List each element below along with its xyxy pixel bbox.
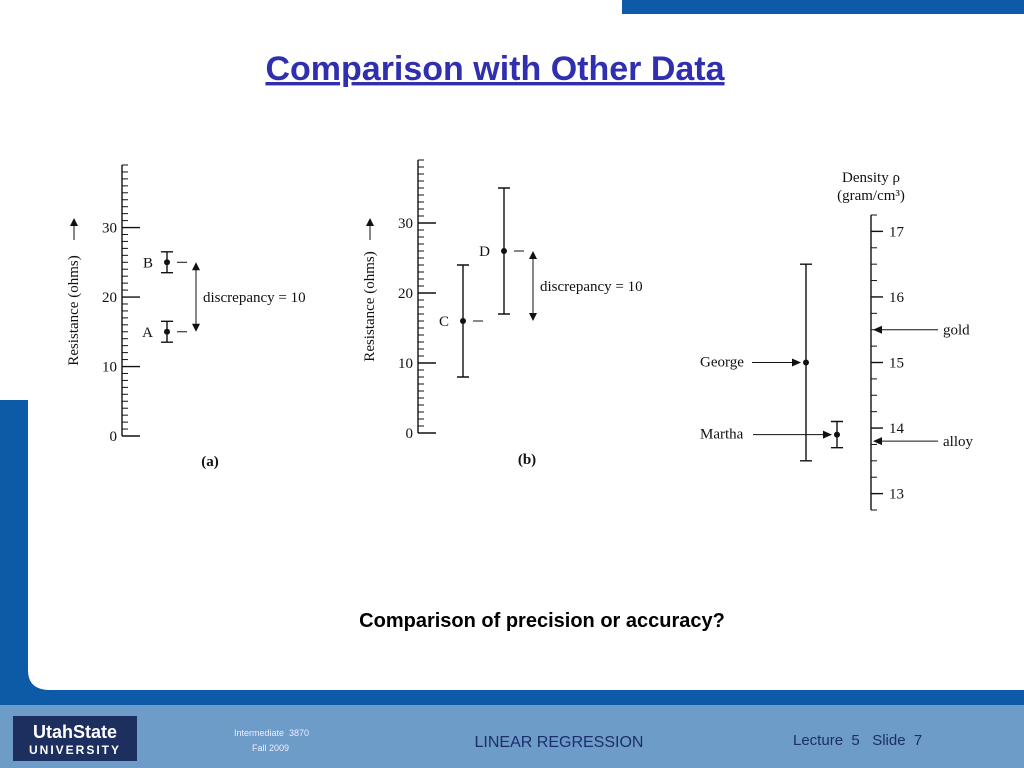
y-axis-label: (gram/cm³): [837, 188, 905, 204]
y-tick-label: 15: [889, 356, 904, 372]
y-tick-label: 0: [406, 426, 414, 442]
top-bar: [622, 0, 1024, 14]
y-tick-label: 30: [398, 216, 413, 232]
y-tick-label: 10: [398, 356, 413, 372]
point: [834, 431, 840, 438]
point: [460, 318, 466, 324]
arrow-head: [873, 325, 882, 334]
arrow-head: [192, 262, 200, 271]
y-tick-label: 16: [889, 290, 905, 306]
arrow-head: [529, 251, 537, 259]
y-tick-label: 13: [889, 487, 904, 503]
chart-label: (b): [518, 452, 536, 468]
chart-label: (a): [201, 454, 219, 470]
y-axis-label: Resistance (ohms): [66, 255, 82, 365]
arrow-head: [70, 218, 78, 226]
point: [164, 259, 170, 266]
y-tick-label: 0: [110, 429, 118, 445]
point-label: D: [479, 244, 490, 260]
point: [803, 359, 809, 366]
topic: LINEAR REGRESSION: [475, 734, 644, 751]
arrow-head: [792, 358, 801, 367]
arrow-head: [529, 313, 537, 321]
logo-bottom: UNIVERSITY: [29, 743, 121, 757]
point-label: A: [142, 325, 153, 341]
y-axis-label: Density ρ: [842, 170, 900, 186]
y-tick-label: 30: [102, 221, 117, 237]
course: Intermediate 3870: [234, 728, 309, 738]
y-tick-label: 17: [889, 224, 905, 240]
point-label: B: [143, 255, 153, 271]
point-label: George: [700, 355, 744, 371]
title: Comparison with Other Data: [265, 50, 725, 88]
arrow-head: [366, 218, 374, 226]
y-tick-label: 10: [102, 360, 117, 376]
y-tick-label: 20: [398, 286, 413, 302]
term: Fall 2009: [252, 743, 289, 753]
point-label: C: [439, 314, 449, 330]
point-label: Martha: [700, 427, 744, 443]
y-tick-label: 14: [889, 421, 905, 437]
y-axis-label: Resistance (ohms): [362, 251, 378, 361]
slide-number: Lecture 5 Slide 7: [793, 732, 922, 749]
arrow-head: [873, 437, 882, 446]
annotation: discrepancy = 10: [540, 279, 643, 295]
point: [501, 248, 507, 254]
point: [164, 328, 170, 335]
annotation: discrepancy = 10: [203, 290, 306, 306]
y-tick-label: 20: [102, 290, 117, 306]
logo-top: UtahState: [33, 722, 117, 742]
arrow-head: [823, 430, 832, 439]
logo-box: [13, 716, 137, 761]
arrow-head: [192, 323, 200, 332]
caption: Comparison of precision or accuracy?: [359, 610, 725, 632]
reference-label: alloy: [943, 434, 973, 450]
reference-label: gold: [943, 323, 970, 339]
footer-band: [0, 705, 1024, 768]
